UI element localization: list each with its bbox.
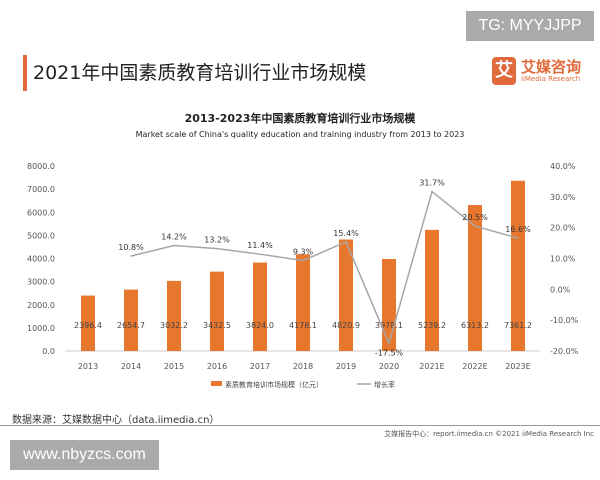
bar bbox=[81, 295, 95, 351]
right-tick-label: 40.0% bbox=[550, 162, 576, 171]
growth-point bbox=[130, 255, 132, 257]
bar-value-label: 3432.5 bbox=[203, 321, 231, 330]
left-tick-label: 0.0 bbox=[42, 347, 55, 356]
x-tick-label: 2013 bbox=[78, 362, 98, 371]
chart-subtitle: Market scale of China's quality educatio… bbox=[135, 130, 465, 139]
x-tick-label: 2015 bbox=[164, 362, 184, 371]
growth-point bbox=[345, 241, 347, 243]
x-tick-label: 2021E bbox=[419, 362, 444, 371]
growth-label: 20.5% bbox=[462, 213, 488, 222]
growth-point bbox=[259, 253, 261, 255]
bar bbox=[253, 262, 267, 351]
x-tick-label: 2020 bbox=[379, 362, 399, 371]
x-tick-label: 2022E bbox=[462, 362, 487, 371]
bar-value-label: 5239.2 bbox=[418, 321, 446, 330]
right-tick-label: -10.0% bbox=[550, 316, 579, 325]
growth-label: 16.6% bbox=[505, 225, 531, 234]
bar bbox=[296, 254, 310, 351]
bar-value-label: 3032.2 bbox=[160, 321, 188, 330]
right-tick-label: 10.0% bbox=[550, 255, 576, 264]
left-tick-label: 5000.0 bbox=[27, 231, 55, 240]
left-tick-label: 2000.0 bbox=[27, 301, 55, 310]
bar-value-label: 4178.1 bbox=[289, 321, 317, 330]
left-tick-label: 1000.0 bbox=[27, 324, 55, 333]
bar-value-label: 7361.2 bbox=[504, 321, 532, 330]
logo-cn: 艾媒咨询 bbox=[521, 58, 582, 76]
growth-point bbox=[474, 225, 476, 227]
growth-point bbox=[517, 237, 519, 239]
left-tick-label: 7000.0 bbox=[27, 185, 55, 194]
left-tick-label: 4000.0 bbox=[27, 255, 55, 264]
growth-point bbox=[302, 259, 304, 262]
logo-mark: 艾 bbox=[492, 57, 516, 85]
bar bbox=[210, 271, 224, 351]
x-tick-label: 2016 bbox=[207, 362, 227, 371]
bar bbox=[468, 205, 482, 351]
right-tick-label: 0.0% bbox=[550, 285, 571, 294]
right-tick-label: 20.0% bbox=[550, 224, 576, 233]
left-tick-label: 6000.0 bbox=[27, 208, 55, 217]
growth-label: 10.8% bbox=[118, 243, 144, 252]
logo-en: iiMedia Research bbox=[521, 75, 581, 83]
left-tick-label: 8000.0 bbox=[27, 162, 55, 171]
x-tick-label: 2023E bbox=[505, 362, 530, 371]
bar-value-label: 3824.0 bbox=[246, 321, 274, 330]
growth-point bbox=[173, 244, 175, 247]
x-tick-label: 2019 bbox=[336, 362, 356, 371]
growth-line bbox=[130, 190, 519, 346]
page-title: 2021年中国素质教育培训行业市场规模 bbox=[33, 62, 367, 84]
bar bbox=[167, 280, 181, 351]
growth-point bbox=[216, 247, 218, 250]
divider bbox=[0, 425, 600, 426]
bar-value-label: 3978.1 bbox=[375, 321, 403, 330]
legend-bar-swatch bbox=[211, 381, 222, 386]
right-tick-label: 30.0% bbox=[550, 193, 576, 202]
x-tick-label: 2017 bbox=[250, 362, 270, 371]
chart-title: 2013-2023年中国素质教育培训行业市场规模 bbox=[184, 112, 416, 125]
growth-label: 14.2% bbox=[161, 233, 187, 242]
x-tick-label: 2018 bbox=[293, 362, 313, 371]
title-accent bbox=[23, 55, 27, 91]
growth-label: 31.7% bbox=[419, 179, 445, 188]
footer: 艾媒报告中心：report.iimedia.cn ©2021 iiMedia R… bbox=[384, 430, 594, 438]
legend-bar-label: 素质教育培训市场规模（亿元） bbox=[225, 380, 323, 389]
bar-value-label: 6313.2 bbox=[461, 321, 489, 330]
growth-label: 9.3% bbox=[293, 248, 314, 257]
chart: 0.0 1000.0 2000.0 3000.0 4000.0 5000.0 6000.0 7… bbox=[27, 162, 579, 389]
bar bbox=[382, 259, 396, 351]
right-tick-label: -20.0% bbox=[550, 347, 579, 356]
growth-label: 15.4% bbox=[333, 229, 359, 238]
left-tick-label: 3000.0 bbox=[27, 278, 55, 287]
x-tick-label: 2014 bbox=[121, 362, 141, 371]
bar bbox=[425, 229, 439, 351]
bar-value-label: 2654.7 bbox=[117, 321, 145, 330]
data-source: 数据来源：艾媒数据中心（data.iimedia.cn） bbox=[12, 415, 220, 426]
growth-label: 11.4% bbox=[247, 241, 273, 250]
bar bbox=[339, 239, 353, 351]
bar bbox=[511, 180, 525, 351]
bar-value-label: 2396.4 bbox=[74, 321, 102, 330]
growth-point bbox=[431, 190, 433, 193]
growth-point bbox=[388, 342, 390, 345]
watermark-bottom: www.nbyzcs.com bbox=[10, 440, 159, 470]
bar bbox=[124, 289, 138, 351]
growth-label: -17.5% bbox=[375, 348, 404, 357]
bar-value-label: 4820.9 bbox=[332, 321, 360, 330]
legend-line-label: 增长率 bbox=[374, 380, 395, 389]
watermark-top: TG: MYYJJPP bbox=[466, 11, 594, 41]
growth-label: 13.2% bbox=[204, 236, 230, 245]
